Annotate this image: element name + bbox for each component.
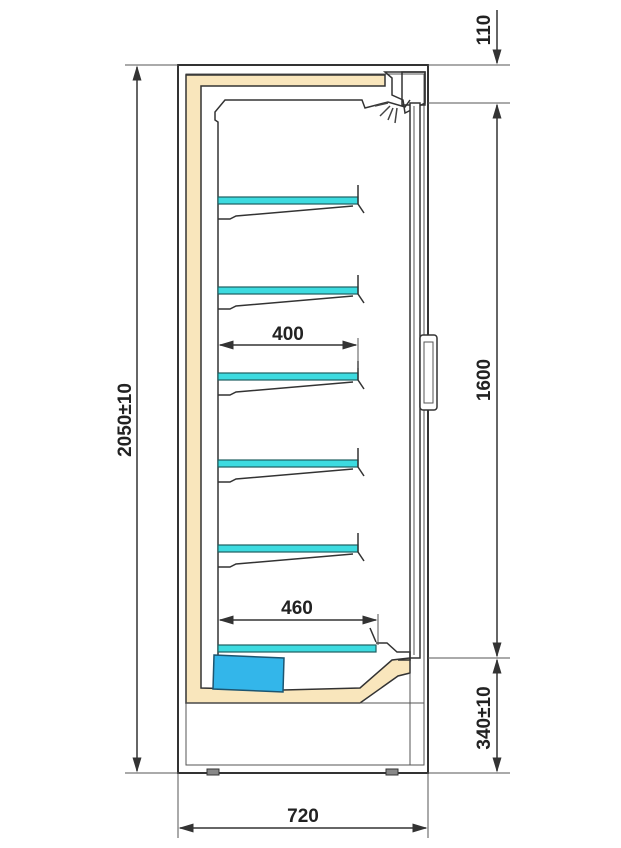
foot-right	[385, 768, 399, 776]
dimension-shelf-460: 460	[218, 598, 379, 645]
bottom-shelf-front	[376, 642, 411, 661]
dimension-shelf-400: 400	[218, 324, 359, 368]
top-section-label: 110	[474, 15, 495, 46]
shelf	[217, 196, 359, 205]
light-icon	[374, 102, 398, 124]
shelf	[217, 372, 359, 381]
shelf-bracket	[218, 185, 365, 220]
shelf-bracket	[218, 533, 365, 568]
shelf	[217, 544, 359, 553]
bottom-shelf-depth-label: 460	[281, 598, 313, 619]
width-label: 720	[287, 806, 319, 827]
shelf	[217, 286, 359, 295]
insulation	[185, 74, 411, 704]
foot-left	[206, 768, 220, 776]
evaporator-coil	[212, 654, 285, 693]
glass-door	[409, 102, 421, 659]
shelf	[217, 644, 377, 653]
upper-shelf-depth-label: 400	[272, 324, 304, 345]
dimension-right: 110 1600 340±10	[428, 10, 510, 774]
door-height-label: 1600	[474, 359, 495, 401]
dimension-total-height: 2050±10	[115, 64, 178, 774]
shelf	[217, 459, 359, 468]
shelf-bracket	[218, 275, 365, 310]
door-handle	[419, 334, 438, 411]
dimension-width: 720	[177, 773, 429, 838]
base-height-label: 340±10	[474, 686, 495, 749]
shelves	[217, 185, 377, 653]
total-height-label: 2050±10	[115, 383, 136, 457]
shelf-bracket	[218, 448, 365, 483]
inner-liner	[214, 99, 411, 690]
